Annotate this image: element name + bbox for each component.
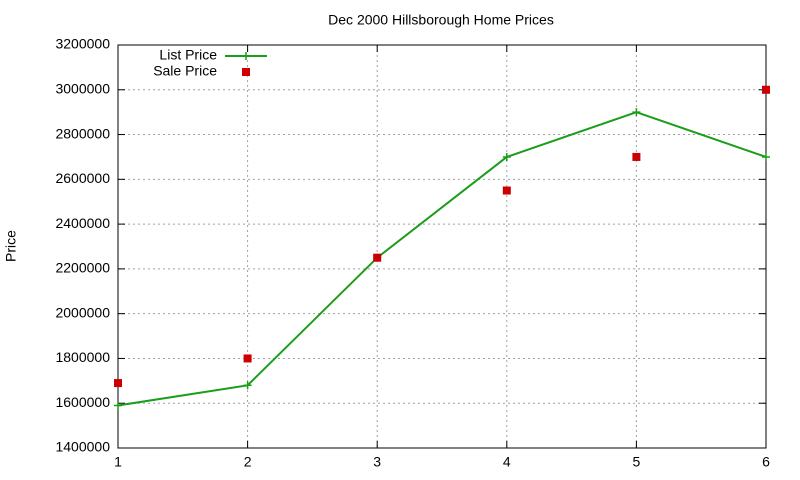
- legend-label: List Price: [159, 47, 217, 63]
- x-tick-label: 3: [373, 454, 381, 470]
- data-point: [243, 381, 252, 390]
- x-tick-label: 4: [503, 454, 511, 470]
- x-tick-label: 1: [114, 454, 122, 470]
- y-tick-label: 3200000: [55, 36, 110, 52]
- x-tick-label: 5: [633, 454, 641, 470]
- legend-swatch: [242, 68, 250, 76]
- y-tick-label: 2200000: [55, 260, 110, 276]
- plot-frame: [117, 44, 767, 449]
- y-tick-label: 1600000: [55, 394, 110, 410]
- y-tick-label: 2400000: [55, 215, 110, 231]
- legend-swatch: [242, 52, 250, 60]
- y-tick-label: 2600000: [55, 170, 110, 186]
- data-point: [114, 401, 122, 410]
- y-axis-label: Price: [3, 230, 19, 262]
- data-line: [117, 111, 767, 407]
- data-point: [762, 85, 770, 94]
- chart-title: Dec 2000 Hillsborough Home Prices: [328, 12, 554, 28]
- y-tick-label: 2000000: [55, 304, 110, 320]
- legend-label: Sale Price: [153, 63, 217, 79]
- y-tick-label: 2800000: [55, 125, 110, 141]
- y-tick-label: 1800000: [55, 349, 110, 365]
- data-point: [502, 186, 511, 195]
- x-tick-label: 2: [244, 454, 252, 470]
- data-point: [762, 152, 770, 161]
- data-point: [632, 108, 641, 117]
- data-point: [373, 253, 382, 262]
- y-tick-label: 1400000: [55, 439, 110, 455]
- x-tick-label: 6: [762, 454, 770, 470]
- data-point: [632, 152, 641, 161]
- data-point: [114, 379, 122, 388]
- data-point: [502, 152, 511, 161]
- y-tick-label: 3000000: [55, 80, 110, 96]
- data-point: [243, 354, 252, 363]
